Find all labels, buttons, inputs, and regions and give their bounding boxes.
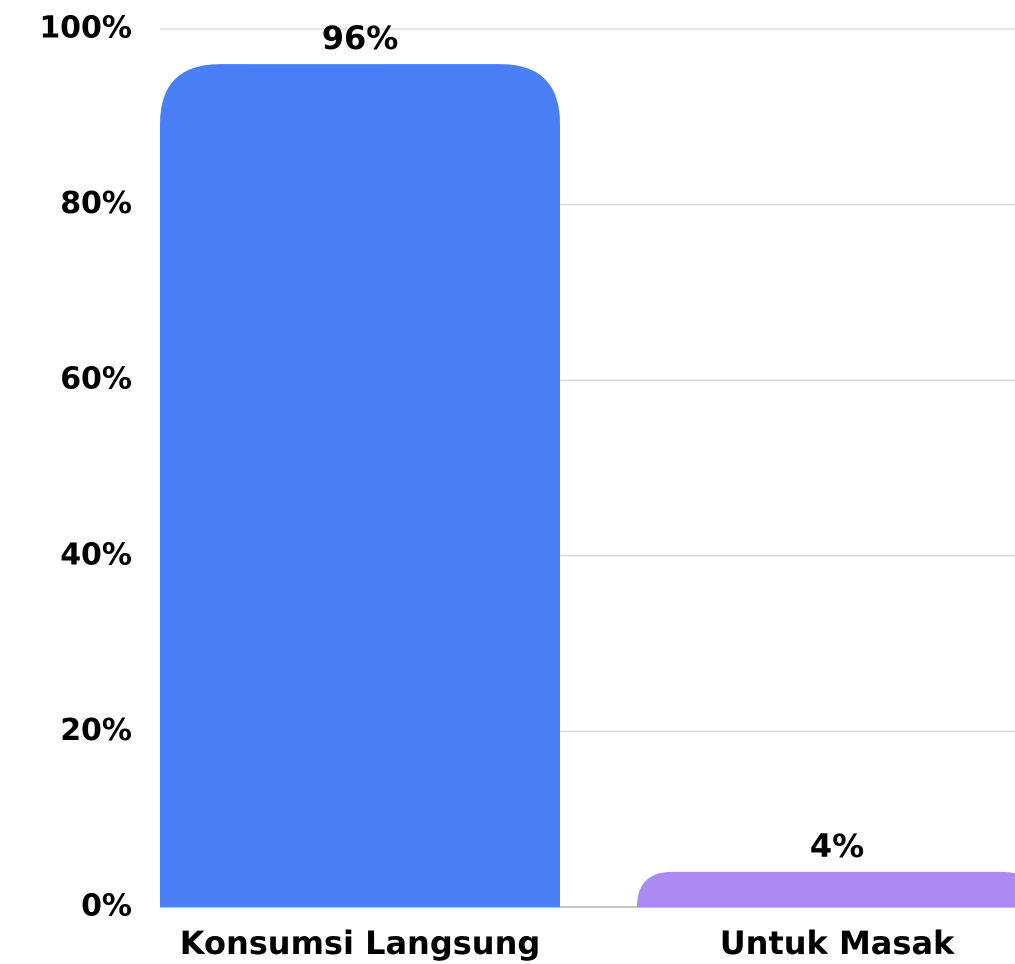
x-tick-label: Untuk Masak xyxy=(720,924,955,962)
x-tick-label: Konsumsi Langsung xyxy=(180,924,541,962)
bar xyxy=(160,64,560,908)
y-tick-label: 40% xyxy=(60,537,132,572)
bar xyxy=(637,871,1015,907)
y-tick-label: 80% xyxy=(60,186,132,221)
y-tick-label: 0% xyxy=(81,889,132,924)
value-label: 96% xyxy=(322,19,399,57)
y-tick-label: 100% xyxy=(39,11,132,46)
y-tick-label: 60% xyxy=(60,362,132,397)
y-tick-label: 20% xyxy=(60,713,132,748)
value-label: 4% xyxy=(810,827,864,865)
